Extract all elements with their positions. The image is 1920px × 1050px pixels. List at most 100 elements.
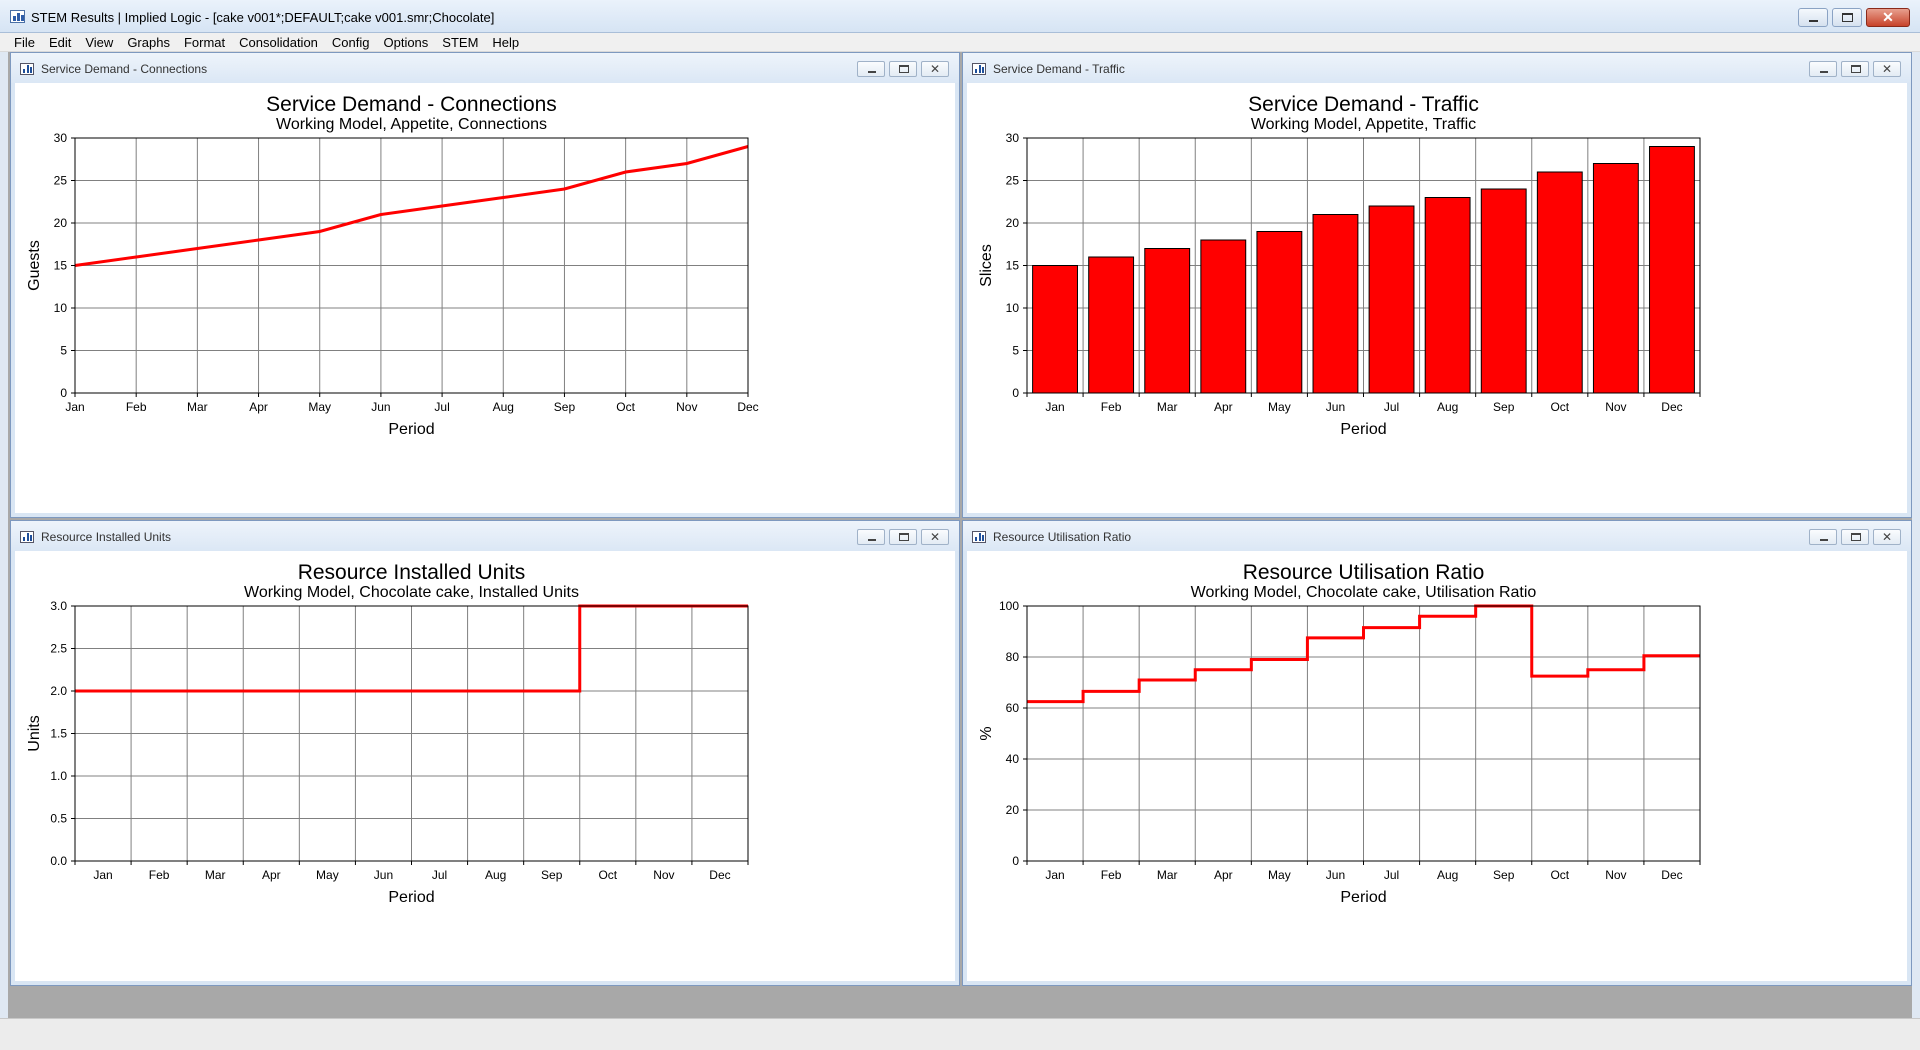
x-tick-label: Apr [1214, 400, 1233, 414]
bar [1312, 214, 1359, 394]
x-tick-label: May [308, 400, 331, 414]
chart-title: Resource Installed Units [298, 561, 526, 584]
chart-window-icon [20, 531, 34, 543]
bar [1032, 265, 1078, 394]
chart-window-icon[interactable] [10, 10, 25, 23]
close-button[interactable]: ✕ [1866, 8, 1910, 27]
menu-format[interactable]: Format [183, 35, 226, 50]
child-window-title: Resource Utilisation Ratio [993, 530, 1132, 544]
minimize-icon [1820, 539, 1828, 541]
x-tick-label: Dec [1661, 868, 1682, 882]
child-title-bar[interactable]: Service Demand - Connections ✕ [11, 53, 959, 83]
y-tick-label: 100 [999, 599, 1019, 613]
chart-panel: Resource Utilisation Ratio Working Model,… [967, 551, 1907, 981]
y-tick-label: 25 [1006, 174, 1020, 188]
close-icon: ✕ [1881, 530, 1893, 544]
plot-frame [1026, 137, 1701, 394]
x-tick-label: Jul [1384, 868, 1399, 882]
child-close-button[interactable]: ✕ [921, 529, 949, 545]
child-close-button[interactable]: ✕ [1873, 529, 1901, 545]
x-tick-label: Oct [598, 868, 617, 882]
x-tick-label: Jun [374, 868, 393, 882]
child-window-controls: ✕ [1809, 61, 1901, 77]
chart-window-connections[interactable]: Service Demand - Connections ✕ Service D… [10, 52, 960, 518]
maximize-icon [899, 533, 909, 541]
minimize-icon [1809, 20, 1818, 22]
y-tick-label: 30 [54, 131, 68, 145]
y-tick-label: 1.5 [50, 727, 67, 741]
y-tick-label: 1.0 [50, 769, 67, 783]
plot-frame [1026, 605, 1701, 862]
x-tick-label: Mar [1157, 868, 1178, 882]
chart-subtitle: Working Model, Appetite, Connections [276, 116, 547, 133]
child-maximize-button[interactable] [889, 529, 917, 545]
menu-consolidation[interactable]: Consolidation [239, 35, 318, 50]
menu-options[interactable]: Options [383, 35, 429, 50]
child-window-controls: ✕ [1809, 529, 1901, 545]
y-tick-label: 10 [54, 301, 68, 315]
child-maximize-button[interactable] [1841, 61, 1869, 77]
close-icon: ✕ [929, 62, 941, 76]
x-tick-label: Sep [1493, 400, 1515, 414]
x-tick-label: Nov [1605, 868, 1626, 882]
x-axis-label: Period [388, 421, 434, 438]
child-title-bar[interactable]: Resource Utilisation Ratio ✕ [963, 521, 1911, 551]
child-minimize-button[interactable] [857, 529, 885, 545]
x-tick-label: Jun [1326, 868, 1345, 882]
close-icon: ✕ [1882, 9, 1894, 25]
restore-button[interactable] [1832, 8, 1862, 27]
chart-window-utilisation[interactable]: Resource Utilisation Ratio ✕ Resource Ut… [962, 520, 1912, 986]
child-maximize-button[interactable] [889, 61, 917, 77]
minimize-button[interactable] [1798, 8, 1828, 27]
chart-title: Service Demand - Connections [266, 93, 557, 116]
series-line [1027, 604, 1700, 704]
chart-window-installed-units[interactable]: Resource Installed Units ✕ Resource Inst… [10, 520, 960, 986]
child-title-bar[interactable]: Service Demand - Traffic ✕ [963, 53, 1911, 83]
child-close-button[interactable]: ✕ [1873, 61, 1901, 77]
bar [1480, 188, 1527, 394]
bar [1088, 256, 1135, 394]
child-minimize-button[interactable] [857, 61, 885, 77]
child-maximize-button[interactable] [1841, 529, 1869, 545]
x-tick-label: Mar [1157, 400, 1178, 414]
menu-stem[interactable]: STEM [442, 35, 479, 50]
menu-config[interactable]: Config [331, 35, 370, 50]
close-icon: ✕ [1881, 62, 1893, 76]
y-tick-label: 15 [54, 259, 68, 273]
menu-help[interactable]: Help [492, 35, 520, 50]
bar [1424, 197, 1471, 394]
y-axis-label: Units [26, 715, 43, 751]
x-tick-label: Sep [1493, 868, 1515, 882]
bar [1592, 163, 1639, 394]
x-tick-label: Oct [616, 400, 635, 414]
bar [1536, 171, 1583, 394]
x-tick-label: Jan [1045, 868, 1064, 882]
chart-window-traffic[interactable]: Service Demand - Traffic ✕ Service Deman… [962, 52, 1912, 518]
window-controls: ✕ [1798, 8, 1910, 27]
y-tick-label: 80 [1006, 650, 1020, 664]
x-tick-label: Mar [205, 868, 226, 882]
x-tick-label: Sep [541, 868, 563, 882]
menu-view[interactable]: View [85, 35, 114, 50]
child-title-bar[interactable]: Resource Installed Units ✕ [11, 521, 959, 551]
menu-file[interactable]: File [14, 35, 35, 50]
x-tick-label: Feb [1101, 868, 1122, 882]
restore-icon [1842, 13, 1853, 22]
y-tick-label: 20 [1006, 803, 1020, 817]
x-tick-label: Apr [249, 400, 268, 414]
y-tick-label: 0 [1012, 854, 1019, 868]
x-tick-label: May [316, 868, 339, 882]
child-window-title: Service Demand - Traffic [993, 62, 1125, 76]
y-tick-label: 15 [1006, 259, 1020, 273]
menu-graphs[interactable]: Graphs [127, 35, 170, 50]
x-tick-label: May [1268, 868, 1291, 882]
child-minimize-button[interactable] [1809, 61, 1837, 77]
child-window-title: Resource Installed Units [41, 530, 172, 544]
menu-edit[interactable]: Edit [48, 35, 72, 50]
y-tick-label: 25 [54, 174, 68, 188]
child-close-button[interactable]: ✕ [921, 61, 949, 77]
plot-frame [74, 605, 749, 862]
x-tick-label: Aug [1437, 400, 1458, 414]
x-axis-label: Period [1340, 889, 1386, 906]
child-minimize-button[interactable] [1809, 529, 1837, 545]
